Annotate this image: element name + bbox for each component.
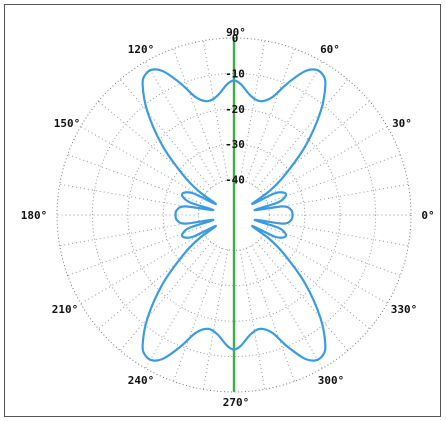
angle-tick-label: 240° (128, 374, 155, 387)
angle-tick-label: 270° (223, 396, 250, 409)
angle-tick-label: 0° (421, 209, 434, 222)
grid-spoke (251, 61, 323, 185)
grid-spoke (256, 241, 349, 351)
grid-spoke (145, 245, 217, 369)
grid-spoke (119, 79, 212, 189)
plot-frame (4, 4, 441, 417)
grid-spoke (59, 183, 200, 210)
grid-spoke (202, 249, 229, 390)
grid-spoke (268, 220, 409, 247)
grid-spoke (251, 245, 323, 369)
radial-tick-label: -20 (225, 103, 245, 116)
angle-tick-label: 210° (52, 303, 79, 316)
grid-spoke (260, 100, 370, 193)
angle-tick-label: 150° (54, 117, 81, 130)
grid-spoke (145, 61, 217, 185)
grid-spoke (267, 153, 401, 204)
grid-spoke (239, 249, 266, 390)
grid-spoke (59, 220, 200, 247)
grid-spoke (267, 226, 401, 277)
grid-spoke (80, 232, 204, 304)
angle-tick-label: 30° (392, 117, 412, 130)
angle-tick-label: 90° (226, 26, 246, 39)
angle-tick-label: 180° (21, 209, 48, 222)
grid-spoke (67, 153, 201, 204)
radial-tick-label: -30 (225, 138, 245, 151)
angle-tick-label: 60° (320, 43, 340, 56)
radiation-pattern-line (141, 68, 327, 362)
grid-spoke (264, 232, 388, 304)
radial-tick-label: -10 (225, 67, 245, 80)
angle-tick-label: 120° (128, 43, 155, 56)
angle-tick-label: 330° (391, 303, 418, 316)
grid-ring (127, 108, 341, 322)
grid-ring (91, 72, 377, 358)
grid-spoke (67, 226, 201, 277)
radial-tick-label: -40 (225, 174, 245, 187)
grid-spoke (264, 126, 388, 198)
grid-spoke (119, 241, 212, 351)
grid-spoke (98, 100, 208, 193)
radial-tick-label: 0 (232, 32, 239, 45)
grid-spoke (245, 48, 296, 182)
angle-tick-label: 300° (318, 374, 345, 387)
